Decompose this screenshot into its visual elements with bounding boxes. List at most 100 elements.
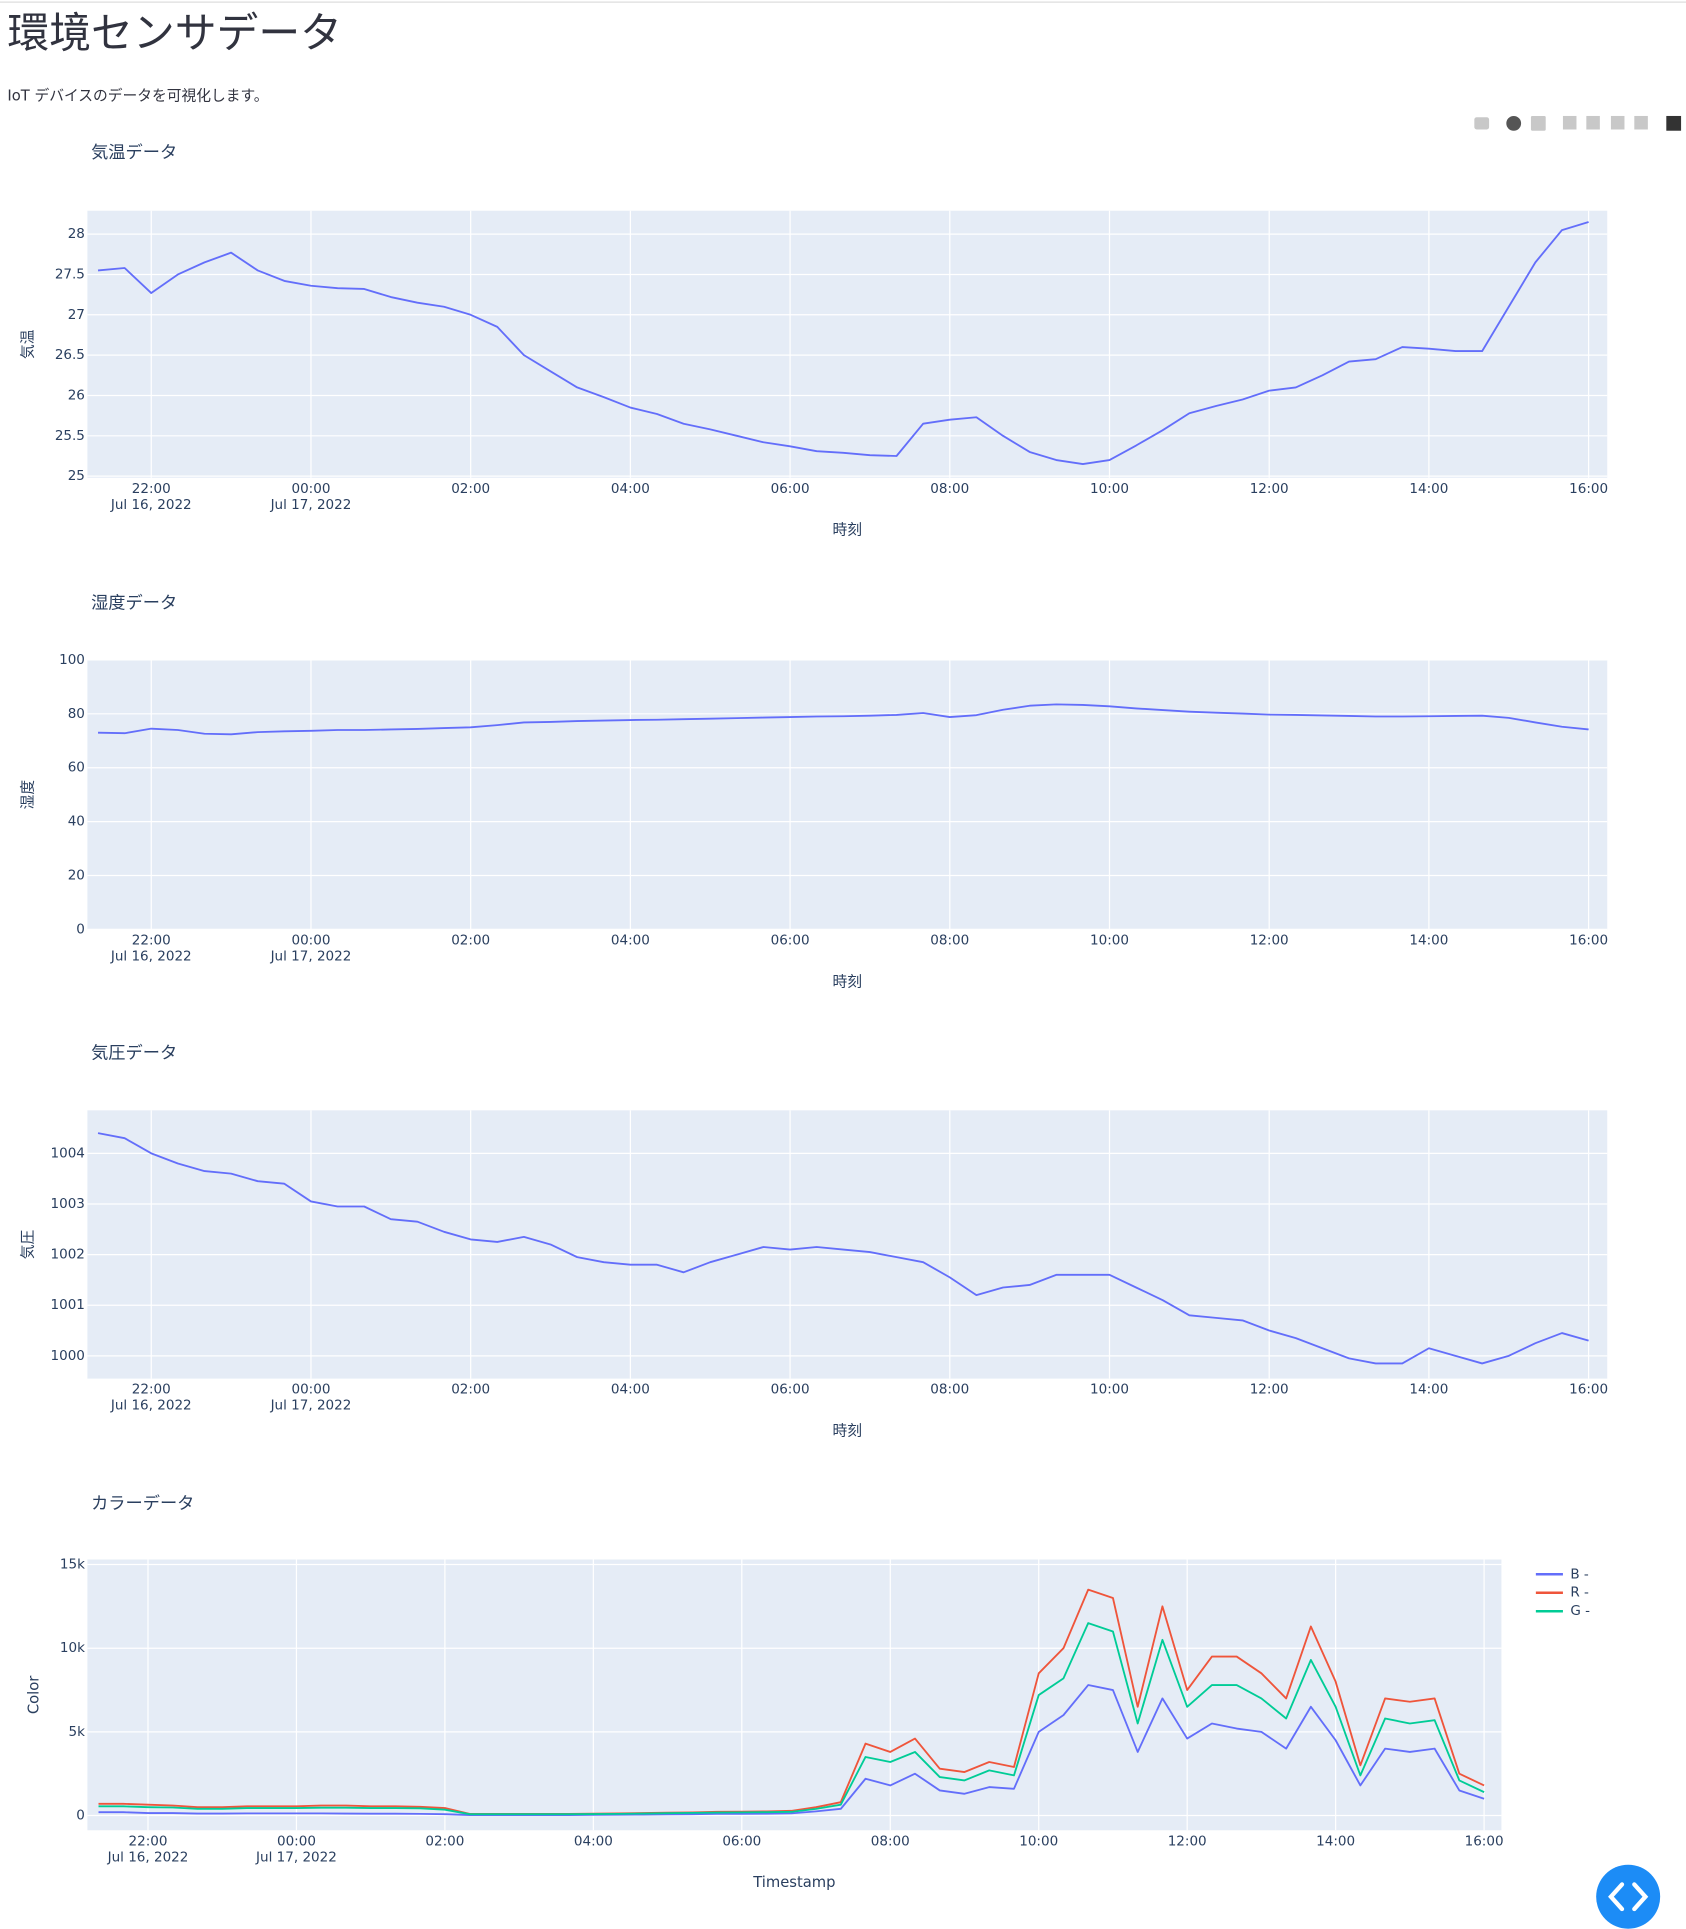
y-tick-label: 0 <box>76 1808 85 1824</box>
x-tick-date: Jul 17, 2022 <box>255 1849 337 1865</box>
y-tick-label: 1002 <box>51 1247 85 1263</box>
x-axis-title: 時刻 <box>833 973 863 990</box>
x-tick-label: 02:00 <box>451 933 490 949</box>
x-tick-label: 12:00 <box>1250 933 1289 949</box>
chart-title: 湿度データ <box>91 592 177 613</box>
y-tick-label: 10k <box>60 1640 85 1656</box>
x-tick-label: 22:00 <box>132 1382 171 1398</box>
x-tick-label: 06:00 <box>771 1382 810 1398</box>
data-line <box>98 1622 1485 1816</box>
chart-title: 気温データ <box>91 142 177 163</box>
page-subtitle: IoT デバイスのデータを可視化します。 <box>7 86 268 104</box>
y-tick-label: 15k <box>60 1557 85 1573</box>
data-line <box>98 703 1589 736</box>
y-axis-title: 湿度 <box>19 780 36 810</box>
x-tick-date: Jul 16, 2022 <box>107 1849 189 1865</box>
y-tick-label: 5k <box>68 1724 85 1740</box>
plot-background <box>87 1559 1502 1831</box>
x-tick-date: Jul 17, 2022 <box>270 949 352 965</box>
x-tick-label: 08:00 <box>930 1382 969 1398</box>
y-tick-label: 80 <box>68 706 85 722</box>
modebar-button[interactable] <box>1506 115 1522 131</box>
x-tick-label: 16:00 <box>1465 1833 1504 1849</box>
plot-background <box>87 1110 1608 1379</box>
x-tick-label: 16:00 <box>1569 933 1608 949</box>
data-line <box>97 1132 1589 1365</box>
x-tick-label: 08:00 <box>930 481 969 497</box>
x-tick-label: 02:00 <box>451 1382 490 1398</box>
modebar-button[interactable] <box>1666 115 1682 131</box>
modebar-button[interactable] <box>1562 115 1577 130</box>
y-tick-label: 40 <box>68 814 85 830</box>
y-tick-label: 25.5 <box>55 428 85 444</box>
x-tick-label: 00:00 <box>291 933 330 949</box>
chart-title: 気圧データ <box>91 1043 177 1064</box>
modebar-button[interactable] <box>1634 115 1648 130</box>
x-axis-title: Timestamp <box>752 1874 835 1891</box>
x-tick-date: Jul 16, 2022 <box>110 497 192 513</box>
y-tick-label: 26.5 <box>55 347 85 363</box>
modebar-button[interactable] <box>1610 115 1625 130</box>
y-tick-label: 1004 <box>51 1145 85 1161</box>
x-tick-label: 12:00 <box>1168 1833 1207 1849</box>
page-title: 環境センサデータ <box>7 8 342 57</box>
x-tick-label: 22:00 <box>132 933 171 949</box>
x-tick-label: 16:00 <box>1569 1382 1608 1398</box>
x-tick-label: 12:00 <box>1250 481 1289 497</box>
x-axis-title: 時刻 <box>833 522 863 539</box>
x-tick-label: 08:00 <box>930 933 969 949</box>
code-icon <box>1608 1882 1649 1912</box>
modebar-button[interactable] <box>1586 115 1600 130</box>
y-tick-label: 28 <box>68 226 85 242</box>
data-line <box>98 1588 1485 1815</box>
x-tick-date: Jul 17, 2022 <box>270 1398 352 1414</box>
x-tick-label: 10:00 <box>1090 1382 1129 1398</box>
y-axis-title: 気圧 <box>19 1229 36 1259</box>
y-tick-label: 1000 <box>51 1348 85 1364</box>
x-tick-date: Jul 16, 2022 <box>110 949 192 965</box>
x-tick-label: 04:00 <box>611 1382 650 1398</box>
y-tick-label: 26 <box>68 387 85 403</box>
x-tick-label: 06:00 <box>771 481 810 497</box>
x-axis-title: 時刻 <box>833 1423 863 1440</box>
legend-label: R - <box>1570 1585 1589 1601</box>
y-axis-title: 気温 <box>19 329 36 359</box>
x-tick-label: 00:00 <box>291 481 330 497</box>
x-tick-label: 02:00 <box>425 1833 464 1849</box>
x-tick-label: 00:00 <box>291 1382 330 1398</box>
x-tick-label: 10:00 <box>1090 933 1129 949</box>
x-tick-date: Jul 16, 2022 <box>110 1398 192 1414</box>
x-tick-label: 12:00 <box>1250 1382 1289 1398</box>
x-tick-label: 04:00 <box>611 481 650 497</box>
modebar <box>1474 115 1682 131</box>
y-tick-label: 25 <box>68 468 85 484</box>
y-tick-label: 27.5 <box>55 266 85 282</box>
x-tick-label: 04:00 <box>574 1833 613 1849</box>
data-line <box>98 1684 1485 1816</box>
y-axis-title: Color <box>25 1675 42 1714</box>
y-tick-label: 0 <box>76 921 85 937</box>
code-button[interactable] <box>1596 1864 1661 1929</box>
y-tick-label: 60 <box>68 760 85 776</box>
x-tick-label: 22:00 <box>132 481 171 497</box>
x-tick-label: 10:00 <box>1090 481 1129 497</box>
chart-title: カラーデータ <box>91 1493 194 1514</box>
x-tick-label: 04:00 <box>611 933 650 949</box>
x-tick-label: 06:00 <box>771 933 810 949</box>
y-tick-label: 20 <box>68 868 85 884</box>
x-tick-label: 10:00 <box>1019 1833 1058 1849</box>
x-tick-label: 14:00 <box>1409 933 1448 949</box>
x-tick-label: 14:00 <box>1409 1382 1448 1398</box>
modebar-button[interactable] <box>1530 115 1546 131</box>
plot-background <box>87 210 1608 478</box>
x-tick-date: Jul 17, 2022 <box>270 497 352 513</box>
code-toggle[interactable] <box>1596 1864 1661 1929</box>
x-tick-label: 00:00 <box>277 1833 316 1849</box>
y-tick-label: 27 <box>68 307 85 323</box>
y-tick-label: 1001 <box>51 1297 85 1313</box>
modebar-button[interactable] <box>1474 117 1490 130</box>
x-tick-label: 02:00 <box>451 481 490 497</box>
x-tick-label: 14:00 <box>1409 481 1448 497</box>
plot-background <box>87 659 1608 930</box>
y-tick-label: 1003 <box>51 1196 85 1212</box>
